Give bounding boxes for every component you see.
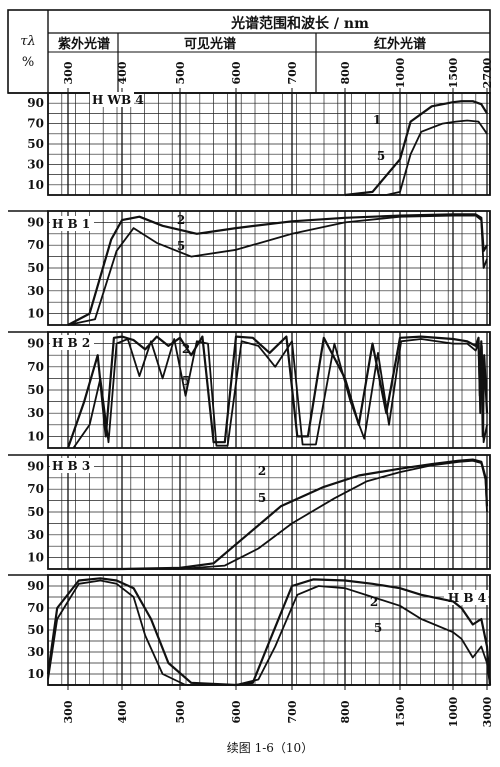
bottom-tick-label: 3000 (481, 696, 494, 727)
y-tick-label: 90 (27, 579, 44, 593)
series-line-5 (345, 119, 488, 196)
top-tick-label: 300 (62, 61, 75, 84)
series-line-5 (68, 459, 488, 570)
panel-title: H B 1 (52, 217, 90, 231)
panel-4: 90 70 50 30 10 H B 3 2 5 (8, 454, 491, 571)
figure-caption: 续图 1-6（10） (227, 741, 313, 755)
y-tick-label: 30 (27, 284, 44, 298)
bottom-tick-label: 500 (174, 700, 187, 723)
panel-title-bg (50, 335, 94, 350)
y-tick-label: 10 (27, 667, 44, 681)
top-tick-label: 2700 (481, 57, 494, 88)
y-tick-label: 30 (27, 645, 44, 659)
y-tick-label: 50 (27, 505, 44, 519)
bottom-tick-label: 800 (339, 700, 352, 723)
curve-number-label: 5 (377, 149, 385, 163)
panel-2: 90 70 50 30 10 H B 1 2 5 (8, 210, 491, 326)
top-tick-label: 800 (339, 61, 352, 84)
panel-1: 90 70 50 30 10 H WB 4 1 5 (8, 92, 491, 197)
y-tick-label: 50 (27, 137, 44, 151)
bottom-tick-label: 400 (116, 700, 129, 723)
top-tick-label: 1500 (447, 57, 460, 88)
panel-frame (47, 331, 491, 449)
bottom-tick-label: 700 (286, 700, 299, 723)
panel-title-bg (444, 590, 488, 605)
top-tick-label: 1000 (394, 57, 407, 88)
header: 光谱范围和波长 / nm τλ% 紫外光谱 可见光谱 红外光谱 300 400 500 600 7… (7, 9, 494, 94)
curve-number-label: 5 (258, 491, 266, 505)
y-tick-label: 50 (27, 383, 44, 397)
panel-frame (47, 92, 491, 196)
panel-title: H B 2 (52, 336, 90, 350)
curve-number-label: 1 (373, 113, 381, 127)
series-line-1 (344, 100, 488, 197)
y-tick-label: 90 (27, 337, 44, 351)
series-line-2 (68, 458, 489, 571)
panel-frame (47, 454, 491, 570)
y-tick-label: 50 (27, 261, 44, 275)
y-tick-label: 10 (27, 178, 44, 192)
top-tick-label: 600 (230, 61, 243, 84)
ylabel-symbol: τλ (20, 34, 35, 49)
series-line-2 (67, 213, 488, 326)
panel-5: 90 70 50 30 10 H B 4 2 5 (8, 574, 492, 687)
y-tick-label: 10 (27, 551, 44, 565)
y-tick-label: 90 (27, 459, 44, 473)
y-tick-label: 70 (27, 238, 44, 252)
panel-title: H B 3 (52, 459, 90, 473)
curve-number-label: 2 (177, 213, 185, 227)
y-tick-label: 90 (27, 96, 44, 110)
bottom-tick-label: 1000 (447, 696, 460, 727)
panel-frame (47, 210, 491, 326)
panel-3: 90 70 50 30 10 H B 2 2 5 (8, 331, 491, 449)
y-tick-label: 70 (27, 360, 44, 374)
curve-number-label: 2 (258, 464, 266, 478)
panel-title: H B 4 (448, 591, 486, 605)
y-tick-label: 10 (27, 429, 44, 443)
y-tick-label: 70 (27, 117, 44, 131)
panel-title-bg (90, 92, 134, 107)
panels: 90 70 50 30 10 H WB 4 1 5 90 70 50 30 10 H B 1 2 5 90 70 5… (8, 92, 492, 687)
panel-title: H WB 4 (92, 93, 144, 107)
curve-number-label: 5 (182, 374, 190, 388)
region-label: 紫外光谱 (58, 36, 110, 52)
y-tick-label: 70 (27, 601, 44, 615)
series-line-5 (67, 214, 488, 326)
y-tick-label: 10 (27, 307, 44, 321)
panel-title-bg (50, 458, 94, 473)
curve-number-label: 5 (374, 621, 382, 635)
y-tick-label: 30 (27, 406, 44, 420)
y-tick-label: 90 (27, 215, 44, 229)
region-label: 可见光谱 (184, 36, 236, 52)
series-line-2 (66, 335, 489, 449)
bottom-tick-label: 1500 (394, 696, 407, 727)
series-line-5 (47, 579, 491, 686)
ylabel-unit: % (22, 55, 34, 70)
y-tick-label: 50 (27, 623, 44, 637)
header-title: 光谱范围和波长 / nm (230, 15, 369, 32)
curve-number-label: 5 (177, 239, 185, 253)
bottom-tick-label: 300 (62, 700, 75, 723)
curve-number-label: 2 (370, 595, 378, 609)
series-line-2 (46, 577, 492, 687)
curve-number-label: 2 (182, 342, 190, 356)
bottom-tick-label: 600 (230, 700, 243, 723)
region-label: 红外光谱 (374, 36, 426, 52)
top-tick-label: 700 (286, 61, 299, 84)
series-line-5 (72, 338, 488, 449)
bottom-axis: 300 400 500 600 700 800 1500 1000 3000 (48, 684, 494, 727)
y-tick-label: 30 (27, 157, 44, 171)
panel-title-bg (50, 216, 94, 231)
y-tick-label: 30 (27, 528, 44, 542)
y-tick-label: 70 (27, 482, 44, 496)
top-tick-label: 400 (116, 61, 129, 84)
top-tick-label: 500 (174, 61, 187, 84)
